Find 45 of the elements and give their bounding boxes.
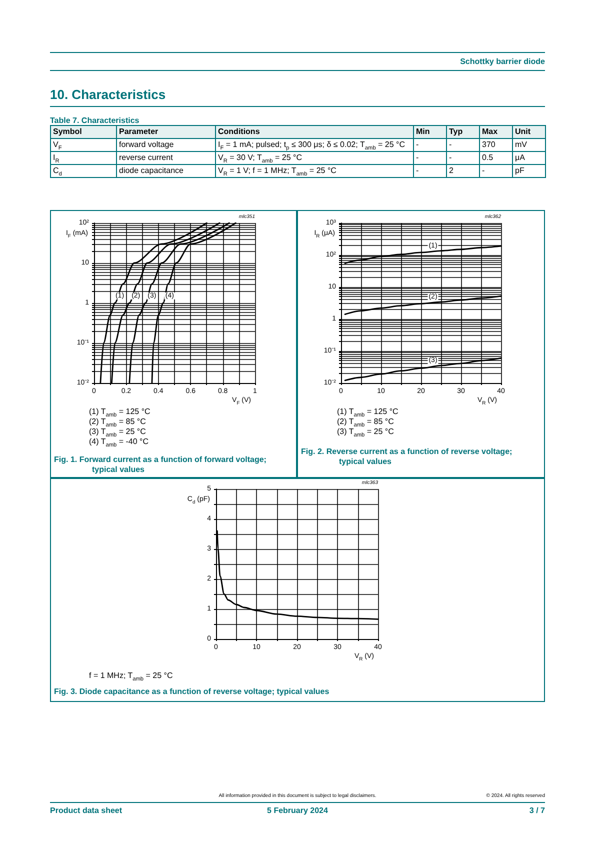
category-label: Conditions	[216, 126, 414, 138]
text: Product data sheet	[50, 806, 124, 815]
text: 5 February 2024	[266, 806, 329, 815]
text: 10. Characteristics	[50, 86, 167, 104]
category-label: Typ	[446, 126, 480, 138]
text: 2	[446, 164, 480, 178]
text: V$_{R}$ = 30 V; T$_{amb}$ = 25 °C	[216, 152, 414, 165]
text: f = 1 MHz; T$_{amb}$ = 25 °C	[89, 671, 173, 683]
text: reverse current	[116, 152, 216, 164]
text: (4) T$_{amb}$ = -40 °C	[89, 437, 150, 449]
text: C$_{d}$	[50, 164, 116, 178]
text: (3) T$_{amb}$ = 25 °C	[89, 427, 146, 439]
category-label: Parameter	[116, 126, 216, 138]
text: Schottky barrier diode	[459, 57, 545, 66]
text: forward voltage	[116, 138, 216, 152]
text: V$_{R}$ = 1 V; f = 1 MHz; T$_{amb}$ = 25 °C	[216, 164, 414, 178]
text: diode capacitance	[116, 164, 216, 178]
text: Fig. 3. Diode capacitance as a function of reverse voltage; typical values	[54, 687, 330, 697]
text: Fig. 2. Reverse current as a function of reverse voltage; typical values	[301, 447, 514, 467]
text: Table 7. Characteristics	[50, 116, 140, 125]
text: I$_{R}$	[50, 152, 116, 165]
category-label: Unit	[512, 126, 546, 138]
category-label: Max	[480, 126, 512, 138]
text: (3) T$_{amb}$ = 25 °C	[337, 427, 395, 439]
text: I$_{F}$ = 1 mA; pulsed; t$_{p}$ ≤ 300 μs; δ ≤ 0.02; T$_{amb}$ = 25 °C	[216, 138, 414, 152]
text: -	[446, 152, 480, 164]
text: -	[414, 138, 446, 152]
category-label: Symbol	[50, 126, 116, 138]
text: -	[414, 164, 446, 178]
text: 3 / 7	[528, 806, 545, 815]
text: 370	[480, 138, 512, 152]
text: 0.5	[480, 152, 512, 164]
text: (2) T$_{amb}$ = 85 °C	[89, 417, 147, 429]
text: (2) T$_{amb}$ = 85 °C	[337, 417, 395, 429]
text: V$_{F}$	[50, 138, 116, 152]
text: -	[480, 164, 512, 178]
text: -	[414, 152, 446, 164]
text: (1) T$_{amb}$ = 125 °C	[337, 407, 398, 419]
text: -	[446, 138, 480, 152]
text: pF	[512, 164, 546, 178]
text: Fig. 1. Forward current as a function of forward voltage; typical values	[54, 455, 268, 475]
text: (1) T$_{amb}$ = 125 °C	[89, 407, 150, 419]
text: mV	[512, 138, 546, 152]
text: μA	[512, 152, 546, 164]
category-label: Min	[414, 126, 446, 138]
